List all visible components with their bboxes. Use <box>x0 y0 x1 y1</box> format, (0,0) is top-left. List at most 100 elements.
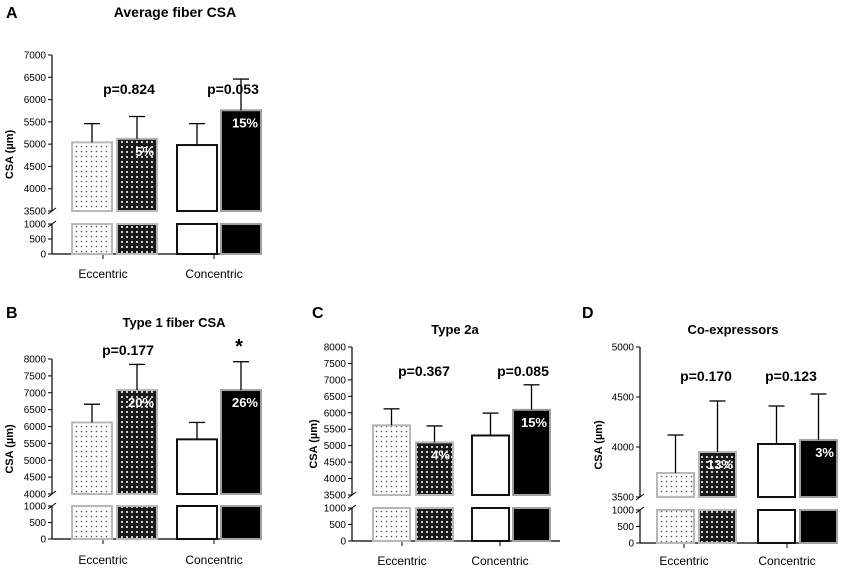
bar-percent-label: 3% <box>815 445 834 460</box>
bar <box>71 141 113 212</box>
y-tick-label: 0 <box>628 539 634 550</box>
bar <box>176 438 218 496</box>
y-tick-label: 1000 <box>24 220 47 231</box>
x-category-label: Eccentric <box>377 554 426 568</box>
bar-percent-label: 15% <box>232 115 258 130</box>
bar <box>799 439 838 498</box>
x-category-label: Concentric <box>758 554 815 568</box>
bar <box>71 421 113 496</box>
bar-percent-label: 26% <box>232 395 258 410</box>
p-value-label: p=0.367 <box>398 363 450 379</box>
y-tick-label: 5500 <box>24 439 47 450</box>
p-value-label: p=0.123 <box>765 368 817 384</box>
y-tick-label: 5000 <box>612 343 635 354</box>
y-tick-label: 5000 <box>24 140 47 151</box>
y-tick-label: 5500 <box>324 425 347 436</box>
y-tick-label: 7500 <box>324 359 347 370</box>
bar-percent-label: 20% <box>128 395 154 410</box>
x-category-label: Concentric <box>185 267 242 281</box>
bar <box>176 144 218 212</box>
y-tick-label: 4000 <box>612 443 635 454</box>
y-tick-label: 6000 <box>24 95 47 106</box>
significance-marker: * <box>235 336 243 358</box>
bar-lower-segment <box>176 505 218 540</box>
bar-percent-label: 13% <box>707 457 733 472</box>
bar-lower-segment <box>71 505 113 540</box>
panel-d: Co-expressors CSA (µm) 3500 4000 4500 5000 0 50… <box>593 322 838 568</box>
bar <box>656 472 695 498</box>
bar-lower-segment <box>698 509 737 544</box>
y-tick-label: 4000 <box>24 490 47 501</box>
y-tick-label: 3500 <box>324 491 347 502</box>
bar-percent-label: 4% <box>431 447 450 462</box>
bar-lower-segment <box>512 507 551 542</box>
bar <box>757 443 796 498</box>
y-tick-label: 7000 <box>24 388 47 399</box>
chart-title: Average fiber CSA <box>114 4 236 20</box>
bar-percent-label: 15% <box>521 415 547 430</box>
y-tick-label: 4000 <box>324 474 347 485</box>
y-tick-label: 7000 <box>324 375 347 386</box>
y-tick-label: 8000 <box>24 355 47 366</box>
bar-lower-segment <box>116 505 158 540</box>
y-tick-label: 5000 <box>24 456 47 467</box>
y-tick-label: 1000 <box>324 504 347 515</box>
y-tick-label: 4000 <box>24 184 47 195</box>
bar-lower-segment <box>799 509 838 544</box>
panel-letter-a: A <box>6 5 18 22</box>
bar-lower-segment <box>757 509 796 544</box>
y-tick-label: 4500 <box>24 473 47 484</box>
y-tick-label: 3500 <box>24 207 47 218</box>
bar-lower-segment <box>116 223 158 255</box>
y-tick-label: 500 <box>617 522 634 533</box>
p-value-label: p=0.085 <box>497 363 549 379</box>
y-tick-label: 7000 <box>24 51 47 62</box>
bar-lower-segment <box>471 507 510 542</box>
bar <box>116 389 158 495</box>
y-tick-label: 0 <box>340 537 346 548</box>
y-axis-label: CSA (µm) <box>4 424 16 474</box>
bar-lower-segment <box>372 507 411 542</box>
p-value-label: p=0.170 <box>680 368 732 384</box>
bar <box>220 109 262 212</box>
chart-title: Co-expressors <box>687 322 778 337</box>
y-tick-label: 4500 <box>324 458 347 469</box>
x-category-label: Concentric <box>185 553 242 567</box>
y-axis-label: CSA (µm) <box>308 419 320 469</box>
y-tick-label: 6500 <box>24 73 47 84</box>
y-tick-label: 8000 <box>324 343 347 354</box>
p-value-label: p=0.824 <box>103 81 155 97</box>
y-tick-label: 7500 <box>24 371 47 382</box>
bar-lower-segment <box>176 223 218 255</box>
panel-a: Average fiber CSA CSA (µm) 3500 4000 4500 500… <box>4 4 262 281</box>
bar-percent-label: 5% <box>135 144 154 159</box>
x-category-label: Eccentric <box>78 553 127 567</box>
y-tick-label: 4500 <box>24 162 47 173</box>
y-tick-label: 3500 <box>612 493 635 504</box>
bar-lower-segment <box>71 223 113 255</box>
y-tick-label: 1000 <box>24 502 47 513</box>
bar-lower-segment <box>415 507 454 542</box>
y-tick-label: 500 <box>29 518 46 529</box>
bar <box>220 389 262 495</box>
y-tick-label: 1000 <box>612 506 635 517</box>
y-tick-label: 6500 <box>324 392 347 403</box>
bar <box>372 424 411 496</box>
y-tick-label: 5000 <box>324 441 347 452</box>
y-tick-label: 0 <box>40 535 46 546</box>
x-category-label: Eccentric <box>78 267 127 281</box>
bar-lower-segment <box>220 505 262 540</box>
x-category-label: Eccentric <box>659 554 708 568</box>
bar-lower-segment <box>220 223 262 255</box>
y-axis-label: CSA (µm) <box>593 420 605 470</box>
y-axis-label: CSA (µm) <box>4 130 16 180</box>
y-tick-label: 0 <box>40 250 46 261</box>
panel-letter-b: B <box>6 305 18 322</box>
chart-title: Type 2a <box>431 322 479 337</box>
bar-lower-segment <box>656 509 695 544</box>
p-value-label: p=0.177 <box>102 342 154 358</box>
chart-title: Type 1 fiber CSA <box>122 315 226 330</box>
